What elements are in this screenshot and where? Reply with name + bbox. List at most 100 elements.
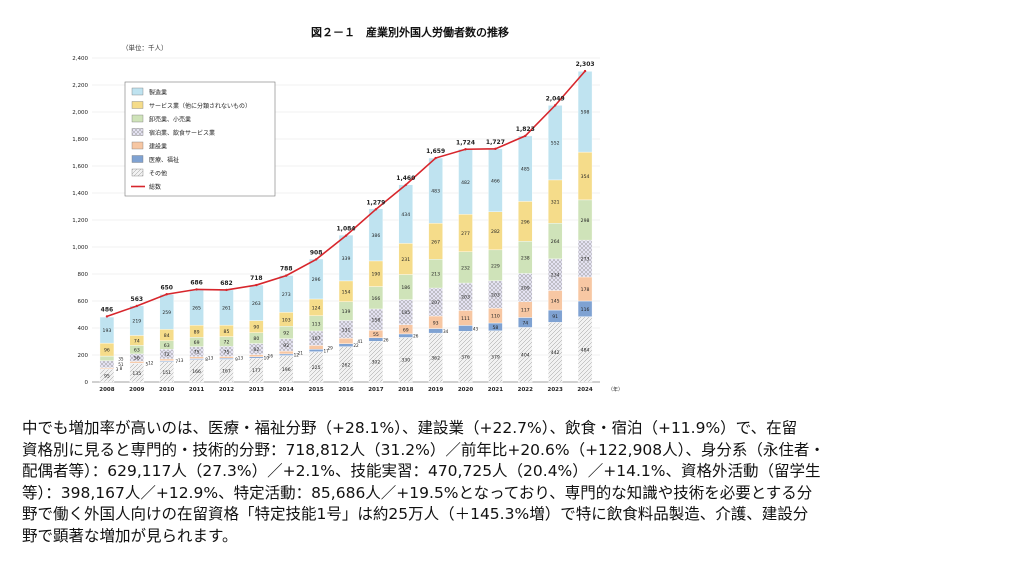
data-label: 177 [252,368,261,374]
total-label: 1,823 [516,126,535,133]
data-label: 75 [194,350,200,356]
x-tick-label: 2021 [488,387,503,393]
bar-segment [189,356,204,359]
legend-label: 卸売業、小売業 [149,116,191,124]
total-point [255,283,258,287]
x-tick-label: 2020 [458,387,473,393]
data-label: 207 [431,300,440,306]
total-point [225,288,228,292]
x-tick-label: 2015 [308,387,323,393]
x-tick-label: 2016 [338,387,353,393]
y-tick-label: 2,200 [72,83,88,89]
data-label: 178 [581,287,590,293]
data-label: 12 [294,353,300,358]
total-label: 1,279 [366,199,385,206]
legend-swatch [131,114,144,123]
data-label: 273 [581,257,590,263]
legend-swatch [131,168,144,177]
data-label: 154 [342,289,351,295]
x-tick-label: 2022 [518,387,533,393]
x-tick-label: 2023 [548,387,563,393]
data-label: 190 [371,272,380,278]
total-point [553,104,557,107]
data-label: 302 [371,360,380,366]
total-label: 2,049 [546,95,565,102]
bar-segment [428,328,443,334]
data-label: 35 [118,356,124,361]
data-label: 263 [252,301,261,307]
data-label: 74 [522,320,528,326]
bar-segment [308,345,324,350]
data-label: 84 [164,333,170,339]
total-point [314,258,318,261]
data-label: 21 [298,351,304,356]
data-label: 13 [208,356,214,361]
total-point [105,315,109,318]
data-label: 41 [357,339,363,344]
data-label: 111 [461,316,470,322]
data-label: 29 [327,345,333,350]
data-label: 51 [118,362,124,367]
bar-segment [279,353,294,356]
data-label: 213 [431,272,440,278]
bar-segment [219,356,234,359]
x-tick-label: 2017 [368,387,383,393]
data-label: 95 [104,374,110,380]
data-label: 196 [282,367,291,373]
y-tick-label: 400 [78,326,89,332]
data-label: 231 [401,257,410,263]
data-label: 75 [224,349,230,355]
total-label: 1,460 [396,175,415,182]
total-label: 1,659 [426,148,445,155]
data-label: 339 [342,256,351,262]
legend-label: その他 [149,170,167,178]
data-label: 261 [222,306,231,312]
bar-segment [398,333,413,338]
total-label: 718 [250,275,263,282]
x-tick-label: 2013 [249,387,264,393]
data-label: 7 [175,359,178,364]
data-label: 273 [282,292,291,298]
total-label: 1,727 [486,139,505,146]
data-label: 232 [461,265,470,271]
data-label: 43 [473,326,479,331]
data-label: 80 [253,336,259,342]
bar-segment [368,337,384,342]
data-label: 16 [268,354,274,359]
data-label: 124 [312,305,321,311]
bar-segment [129,361,145,364]
data-label: 8 [120,366,123,371]
total-point [494,147,497,151]
data-label: 167 [222,369,231,375]
data-label: 93 [433,320,439,326]
x-unit-label: （年） [608,386,623,393]
data-label: 12 [148,360,154,365]
data-label: 26 [413,334,419,339]
data-label: 9 [235,357,238,362]
total-label: 1,084 [337,226,356,233]
x-tick-label: 2014 [279,387,294,393]
data-label: 186 [401,285,410,291]
data-label: 107 [312,336,321,342]
legend-label: 製造業 [149,89,167,97]
data-label: 63 [134,348,140,354]
total-label: 650 [160,284,173,291]
data-label: 166 [371,296,380,302]
data-label: 209 [521,286,530,292]
data-label: 234 [551,273,560,279]
data-label: 225 [312,365,321,371]
data-label: 72 [164,352,170,358]
total-label: 486 [101,306,114,313]
data-label: 34 [443,329,449,334]
x-tick-label: 2012 [219,387,234,393]
data-label: 193 [103,328,112,334]
y-tick-label: 1,200 [72,218,88,224]
legend-label: 建設業 [149,143,167,151]
y-tick-label: 0 [85,380,89,386]
data-label: 203 [461,295,470,301]
total-point [135,304,139,308]
data-label: 277 [461,231,470,237]
data-label: 354 [581,174,590,180]
total-point [583,69,587,73]
data-label: 85 [224,329,230,335]
